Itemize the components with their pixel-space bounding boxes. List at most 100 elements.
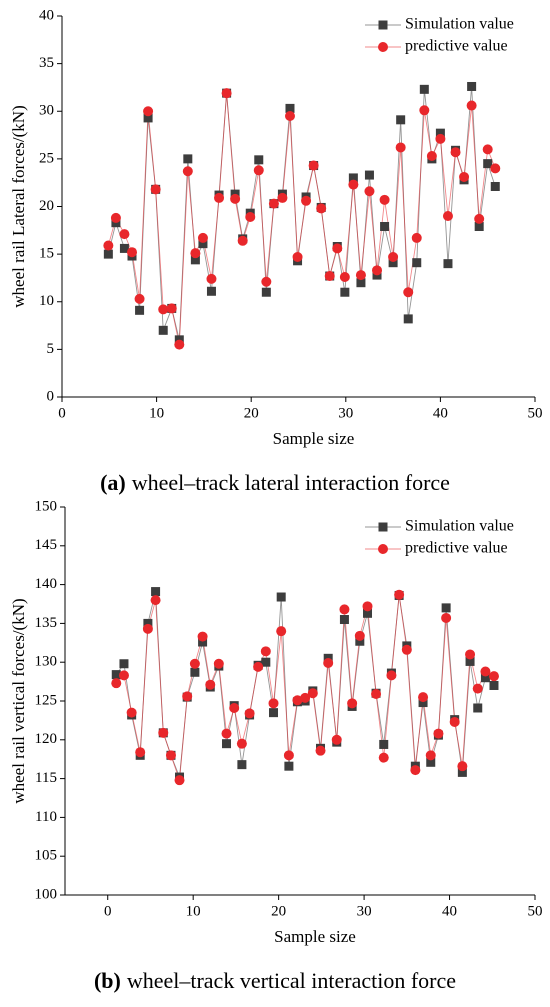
marker — [372, 265, 383, 276]
marker — [490, 163, 501, 174]
x-tick-label: 50 — [528, 903, 543, 919]
marker — [362, 601, 373, 612]
marker — [182, 166, 193, 177]
marker — [340, 287, 350, 297]
marker — [323, 657, 334, 668]
y-tick-label: 20 — [39, 198, 54, 214]
y-tick-label: 40 — [39, 7, 54, 23]
marker — [473, 703, 483, 713]
series-line — [115, 591, 495, 778]
marker — [158, 325, 168, 335]
marker — [198, 637, 208, 647]
marker — [347, 698, 358, 709]
marker — [189, 658, 200, 669]
marker — [354, 630, 365, 641]
y-tick-label: 120 — [35, 731, 58, 747]
marker — [276, 592, 286, 602]
x-tick-label: 10 — [186, 903, 201, 919]
x-tick-label: 0 — [104, 903, 112, 919]
marker — [435, 133, 446, 144]
marker — [198, 239, 208, 249]
marker — [103, 249, 113, 259]
marker — [410, 765, 421, 776]
marker — [459, 171, 470, 182]
marker — [301, 195, 312, 206]
marker — [143, 113, 153, 123]
marker — [316, 203, 327, 214]
x-tick-label: 30 — [338, 405, 353, 421]
marker — [442, 211, 453, 222]
marker — [488, 671, 499, 682]
marker — [134, 293, 145, 304]
marker — [378, 752, 389, 763]
caption-label: (b) — [94, 968, 121, 993]
marker — [237, 760, 247, 770]
marker — [135, 305, 145, 315]
marker — [214, 192, 225, 203]
marker — [386, 670, 397, 681]
marker — [261, 657, 271, 667]
marker — [174, 775, 185, 786]
marker — [419, 105, 430, 116]
marker — [127, 247, 138, 258]
x-tick-label: 10 — [149, 405, 164, 421]
marker — [150, 184, 161, 195]
marker — [364, 186, 375, 197]
marker — [190, 255, 200, 265]
y-tick-label: 140 — [35, 576, 58, 592]
y-tick-label: 100 — [35, 886, 58, 902]
y-tick-label: 25 — [39, 150, 54, 166]
caption-text: wheel–track lateral interaction force — [132, 470, 450, 495]
marker — [401, 644, 412, 655]
marker — [174, 339, 185, 350]
marker — [356, 278, 366, 288]
marker — [166, 303, 177, 314]
marker — [142, 623, 153, 634]
marker — [474, 213, 485, 224]
marker — [206, 273, 217, 284]
marker — [465, 649, 476, 660]
marker — [111, 670, 121, 680]
marker — [412, 258, 422, 268]
legend-marker — [378, 522, 388, 532]
marker — [284, 111, 295, 122]
y-tick-label: 110 — [35, 809, 57, 825]
marker — [332, 243, 343, 254]
marker — [182, 691, 193, 702]
marker — [467, 81, 477, 91]
marker — [150, 595, 161, 606]
x-axis-label: Sample size — [274, 927, 356, 946]
marker — [118, 670, 129, 681]
y-axis-label: wheel rail vertical forces/(kN) — [9, 598, 28, 803]
marker — [355, 270, 366, 281]
marker — [441, 603, 451, 613]
marker — [394, 589, 405, 600]
marker — [308, 160, 319, 171]
marker — [253, 165, 264, 176]
x-tick-label: 50 — [528, 405, 543, 421]
marker — [165, 750, 176, 761]
marker — [419, 84, 429, 94]
marker — [348, 173, 358, 183]
marker — [480, 666, 491, 677]
marker — [261, 276, 272, 287]
marker — [285, 103, 295, 113]
marker — [158, 304, 169, 315]
y-tick-label: 5 — [47, 341, 55, 357]
marker — [435, 128, 445, 138]
y-tick-label: 15 — [39, 246, 54, 262]
marker — [221, 728, 232, 739]
y-tick-label: 35 — [39, 55, 54, 71]
marker — [126, 707, 137, 718]
y-tick-label: 135 — [35, 615, 58, 631]
y-tick-label: 115 — [35, 770, 57, 786]
x-tick-label: 20 — [244, 405, 259, 421]
marker — [441, 612, 452, 623]
marker — [339, 604, 350, 615]
marker — [380, 222, 390, 232]
marker — [418, 692, 429, 703]
marker — [465, 656, 475, 666]
marker — [379, 739, 389, 749]
x-axis-label: Sample size — [273, 429, 355, 448]
y-tick-label: 150 — [35, 498, 58, 514]
